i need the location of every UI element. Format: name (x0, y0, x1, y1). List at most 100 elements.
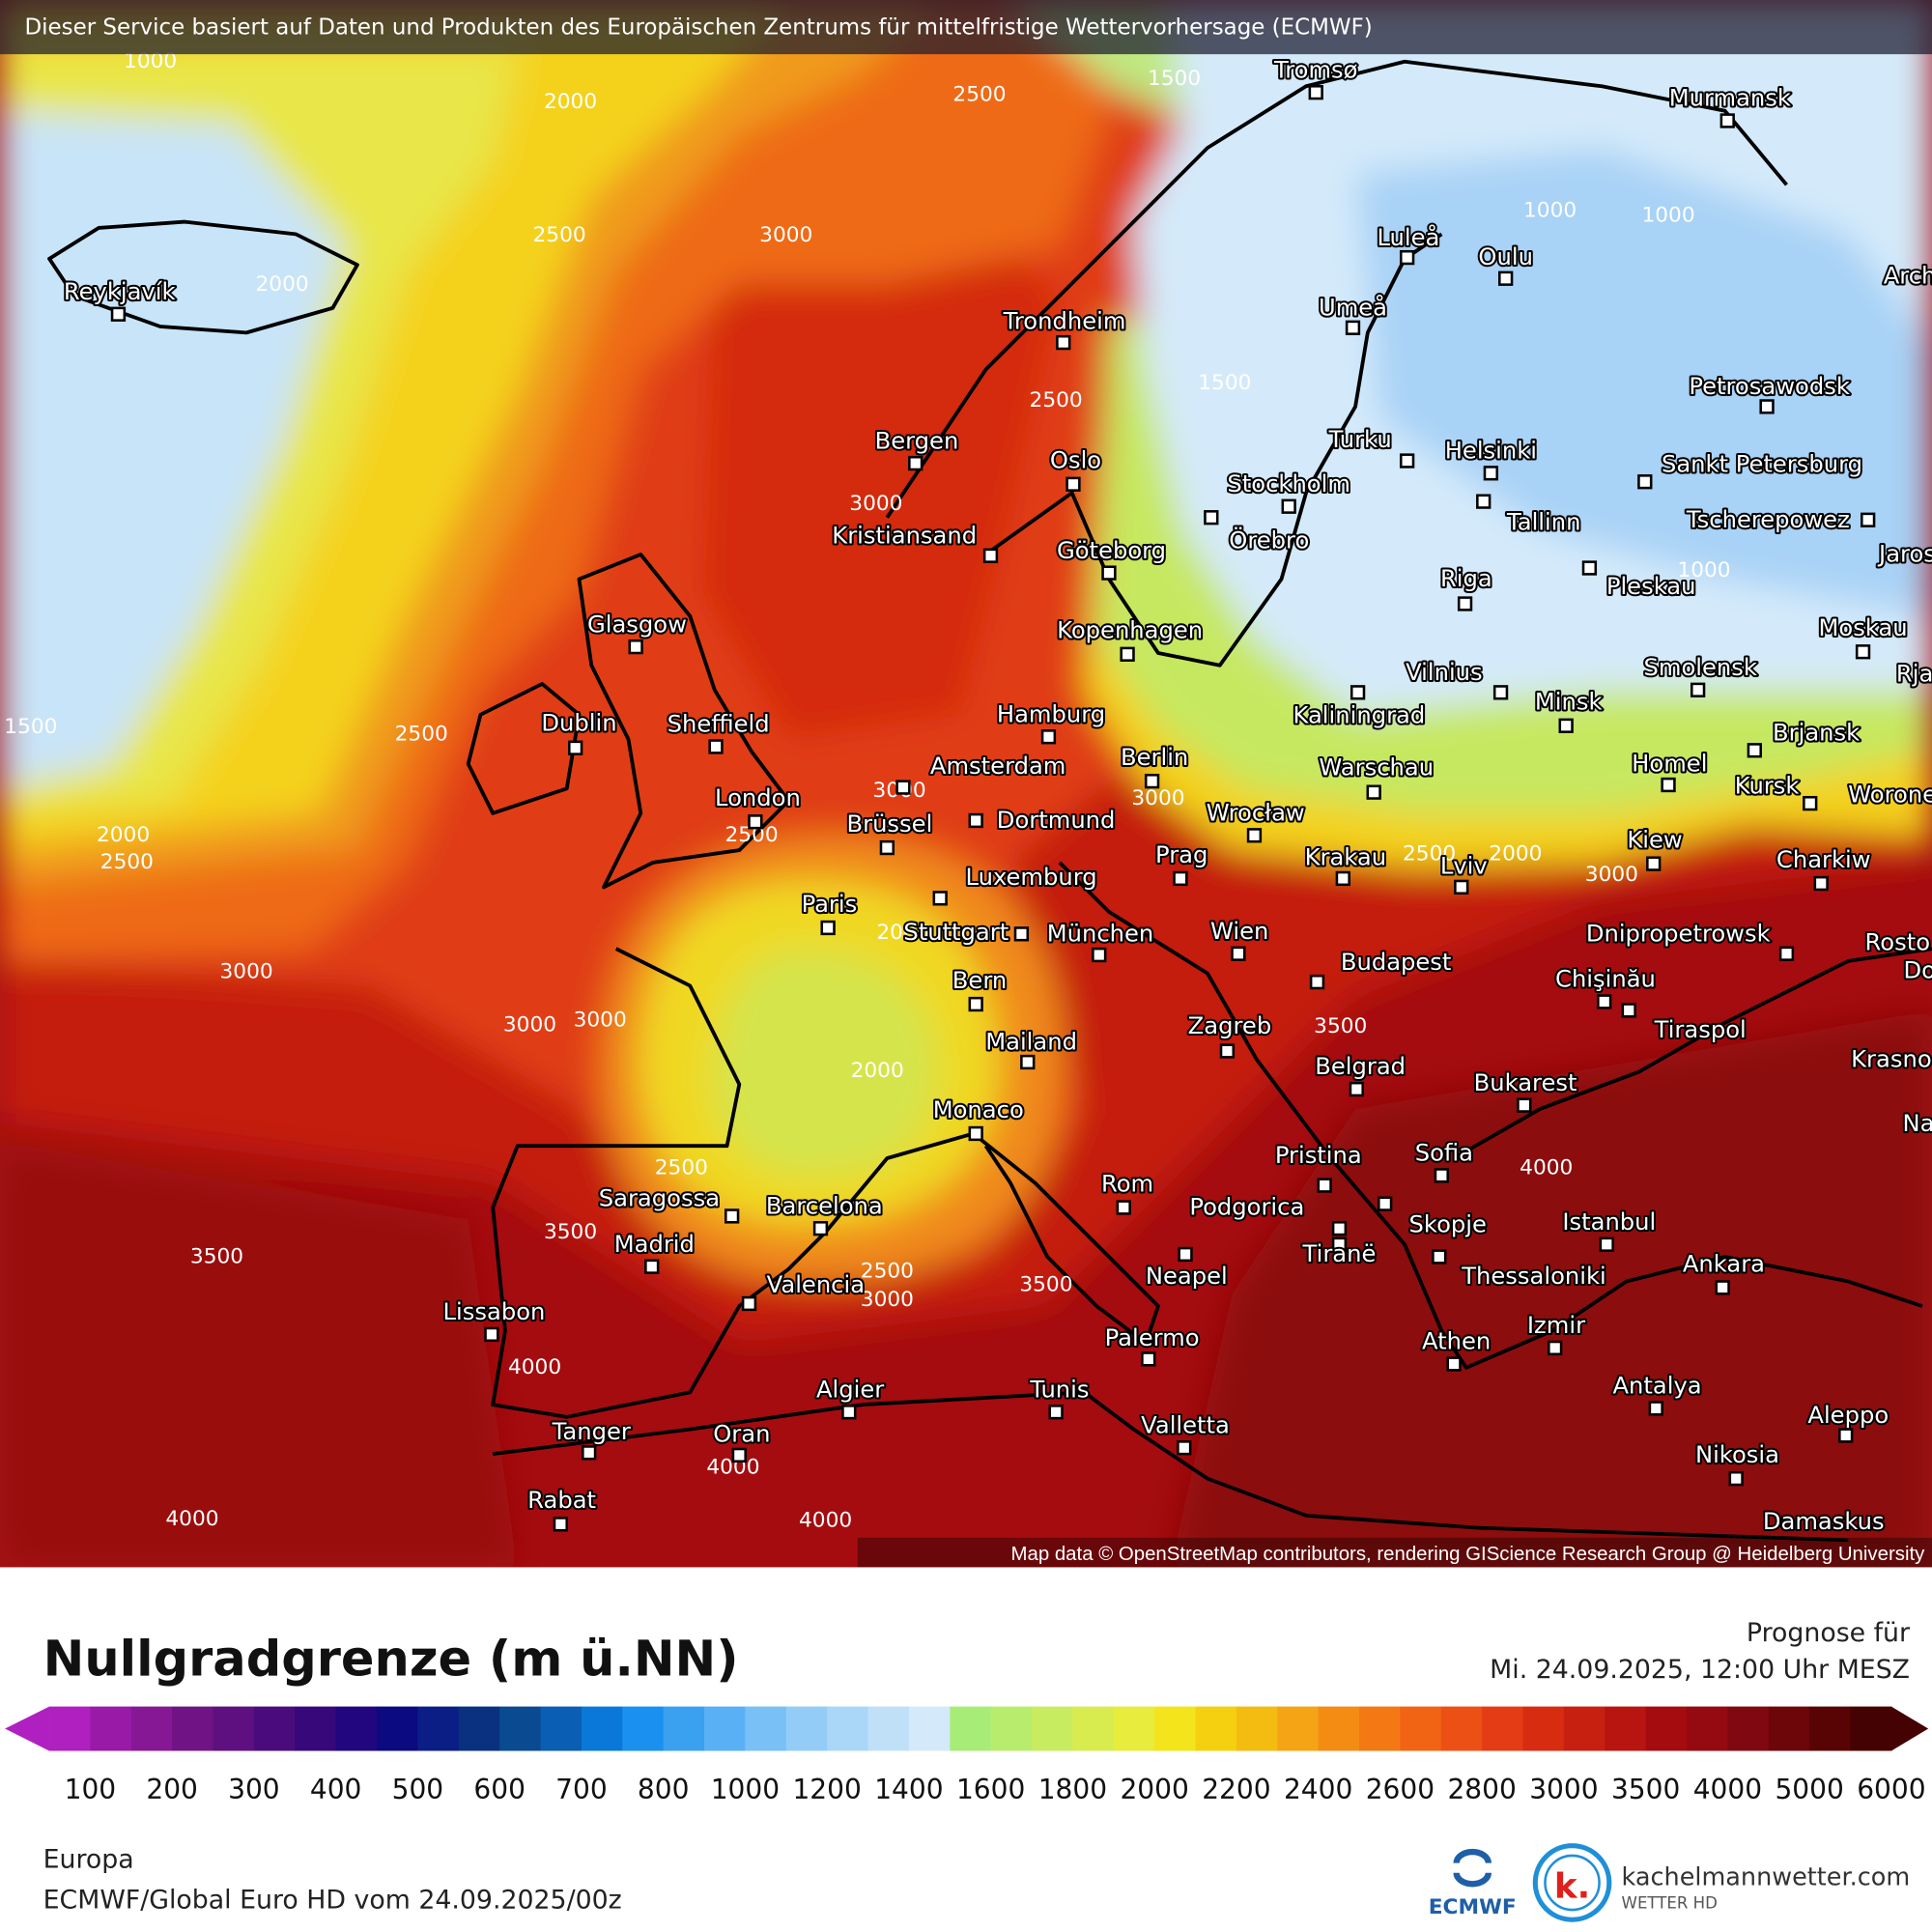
city-label: Kristiansand (832, 523, 977, 550)
colorbar-segment (908, 1706, 951, 1751)
city-marker (908, 455, 923, 471)
city-label: München (1047, 920, 1154, 947)
city-marker (1281, 498, 1296, 514)
city-marker (812, 1221, 829, 1236)
city-label: Sofia (1415, 1140, 1473, 1167)
contour-label: 3500 (544, 1220, 597, 1244)
colorbar-segment (704, 1706, 747, 1751)
colorbar-segment (1359, 1706, 1402, 1751)
contour-label: 2000 (1489, 841, 1542, 866)
coastline (972, 1131, 1160, 1346)
colorbar-tick-label: 200 (146, 1774, 198, 1805)
contour-label: 1000 (1523, 198, 1577, 222)
city-marker (1056, 334, 1071, 351)
city-marker (1446, 1356, 1462, 1372)
coastline (466, 681, 582, 815)
city-label: Kiew (1627, 827, 1682, 854)
city-label: Istanbul (1562, 1208, 1656, 1236)
city-label: Kursk (1735, 772, 1800, 799)
city-label: Rabat (527, 1487, 596, 1514)
colorbar-tick-label: 3500 (1611, 1774, 1680, 1805)
colorbar-segment (1236, 1706, 1278, 1751)
colorbar-segment (1687, 1706, 1729, 1751)
city-marker (1144, 774, 1160, 789)
city-marker (1476, 494, 1492, 509)
colorbar-tick-label: 1800 (1038, 1774, 1107, 1805)
contour-label: 3000 (861, 1288, 914, 1312)
city-marker (1331, 1221, 1348, 1236)
city-label: Kaliningrad (1293, 702, 1426, 729)
city-label: Ankara (1683, 1250, 1765, 1277)
contour-label: 4000 (799, 1508, 852, 1532)
city-marker (841, 1405, 857, 1420)
city-marker (1178, 1246, 1193, 1263)
city-label: Algier (816, 1376, 884, 1403)
colorbar-segment (581, 1706, 623, 1751)
city-label: Sheffield (668, 711, 770, 738)
contour-label: 3000 (849, 492, 902, 516)
city-label: Amsterdam (930, 753, 1066, 780)
city-marker (1719, 113, 1735, 128)
logo-ring (1532, 1843, 1612, 1922)
city-label: Lissabon (443, 1298, 546, 1325)
ecmwf-icon (1453, 1848, 1492, 1888)
city-label: Neapel (1146, 1263, 1228, 1290)
city-marker (1803, 795, 1818, 811)
contour-label: 4000 (508, 1355, 561, 1379)
city-label: Budapest (1341, 949, 1452, 976)
city-marker (1048, 1405, 1064, 1420)
colorbar-tick-label: 100 (65, 1774, 117, 1805)
city-label: Brüssel (847, 810, 933, 838)
contour-label: 1500 (1148, 67, 1201, 91)
city-marker (1331, 1236, 1348, 1252)
city-label: Vilnius (1406, 659, 1483, 686)
colorbar-tick-label: 6000 (1857, 1774, 1925, 1805)
city-label: Damaskus (1763, 1508, 1885, 1535)
colorbar-tick-label: 2000 (1120, 1774, 1188, 1805)
city-label: Dnipropetrowsk (1586, 920, 1771, 947)
field-area (0, 110, 346, 789)
city-label: Kopenhagen (1057, 617, 1203, 644)
forecast-time: Mi. 24.09.2025, 12:00 Uhr MESZ (1490, 1655, 1910, 1685)
city-label: Monaco (933, 1096, 1024, 1123)
city-marker (1309, 974, 1325, 990)
city-label: Antalya (1612, 1373, 1701, 1400)
city-marker (484, 1326, 499, 1343)
city-label: Turku (1328, 426, 1392, 453)
colorbar-segment (458, 1706, 500, 1751)
coastline (491, 947, 975, 1419)
field (0, 0, 1932, 1568)
city-marker (1366, 784, 1381, 800)
colorbar-segment (130, 1706, 173, 1751)
kachelmann-logo: k. kachelmannwetter.com WETTER HD (1532, 1843, 1910, 1922)
city-label: Mailand (985, 1029, 1077, 1056)
field-area (0, 1146, 518, 1568)
colorbar-tick-label: 1000 (711, 1774, 780, 1805)
colorbar-segment (950, 1706, 992, 1751)
colorbar-segment (295, 1706, 337, 1751)
city-marker (1101, 565, 1117, 581)
city-label: London (715, 784, 801, 811)
header-notice: Dieser Service basiert auf Daten und Pro… (25, 15, 1373, 41)
city-label: Luxemburg (966, 864, 1097, 891)
city-marker (879, 839, 895, 856)
contour-label: 1500 (1198, 371, 1251, 395)
city-label: Palermo (1105, 1324, 1200, 1351)
coastline (1453, 947, 1932, 1160)
city-label: Tscherepowez (1686, 506, 1850, 533)
city-label: Tiraspol (1654, 1016, 1747, 1043)
city-marker (1492, 685, 1509, 700)
city-label: Rom (1101, 1170, 1153, 1197)
city-marker (110, 306, 127, 322)
colorbar-segment (1318, 1706, 1360, 1751)
colorbar-segment (540, 1706, 582, 1751)
colorbar-segment (1809, 1706, 1852, 1751)
city-marker (1231, 946, 1246, 961)
city-marker (1747, 743, 1762, 758)
city-marker (1483, 466, 1499, 481)
city-label: Aleppo (1807, 1402, 1889, 1429)
contour-label: 2500 (655, 1156, 708, 1180)
city-label: Oulu (1478, 243, 1533, 270)
contour-label: 2000 (97, 823, 150, 847)
